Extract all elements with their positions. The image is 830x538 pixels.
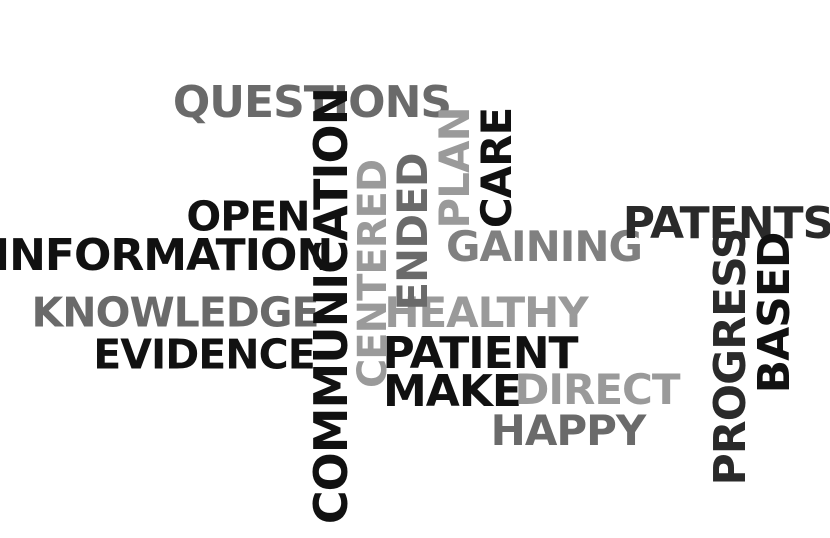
- word-plan: PLAN: [430, 107, 479, 229]
- word-patents: PATENTS: [622, 198, 830, 249]
- word-information: INFORMATION: [0, 230, 333, 281]
- word-patient: PATIENT: [382, 328, 578, 379]
- word-evidence: EVIDENCE: [93, 330, 315, 379]
- word-care: CARE: [472, 107, 521, 229]
- word-ended: ENDED: [388, 153, 437, 311]
- word-questions: QUESTIONS: [172, 77, 452, 128]
- word-healthy: HEALTHY: [384, 288, 588, 337]
- word-based: BASED: [749, 232, 800, 394]
- word-knowledge: KNOWLEDGE: [31, 288, 320, 337]
- word-happy: HAPPY: [490, 406, 647, 455]
- word-centered: CENTERED: [350, 159, 396, 389]
- word-direct: DIRECT: [514, 365, 681, 414]
- word-gaining: GAINING: [445, 222, 643, 271]
- word-communication: COMMUNICATION: [304, 87, 358, 525]
- word-progress: PROGRESS: [705, 228, 756, 486]
- word-make: MAKE: [383, 366, 522, 417]
- word-open: OPEN: [186, 192, 310, 241]
